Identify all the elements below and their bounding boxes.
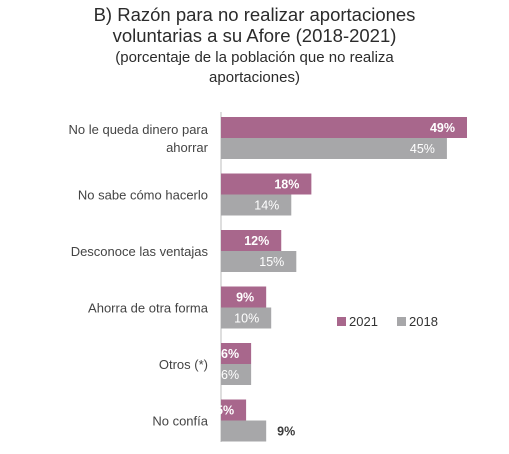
chart-title-line-1: B) Razón para no realizar aportaciones [93,4,416,25]
category-label: Ahorra de otra forma [88,301,209,316]
value-label-2021: 18% [274,178,299,192]
chart-subtitle-line-1: (porcentaje de la población que no reali… [115,49,394,66]
bar-2021 [221,117,467,138]
legend-label-2018: 2018 [409,314,438,329]
bar-2018 [221,420,267,442]
category-label-line: No sabe cómo hacerlo [78,188,208,203]
bar-2021 [221,230,282,251]
legend-label-2021: 2021 [349,314,378,329]
bar-2021 [221,399,247,421]
chart-title-line-2: voluntarias a su Afore (2018-2021) [112,25,397,46]
value-label-2018: 14% [254,199,279,213]
bar-2018 [221,364,252,385]
bar-2018 [221,138,447,159]
category-label-line: No le queda dinero para [69,122,209,137]
value-label-2018: 9% [277,425,295,439]
category-label-line: Otros (*) [159,357,208,372]
category-label-line: No confía [152,414,208,429]
chart-subtitle-line-2: aportaciones) [209,69,300,86]
value-label-2018: 15% [259,255,284,269]
category-label-line: Ahorra de otra forma [88,301,209,316]
category-label: Otros (*) [159,357,208,372]
category-label-line: Desconoce las ventajas [71,244,209,259]
legend-swatch-2018 [397,317,406,326]
value-label-2018: 45% [410,142,435,156]
value-label-2021: 12% [244,234,269,248]
value-label-2021: 5% [216,404,234,418]
bar-2021 [221,173,312,195]
category-label: Desconoce las ventajas [71,244,209,259]
category-label: No confía [152,414,208,429]
value-label-2021: 49% [430,121,455,135]
category-label: No le queda dinero para ahorrar [69,122,209,155]
legend-swatch-2021 [337,317,346,326]
bar-2018 [221,307,272,329]
category-label: No sabe cómo hacerlo [78,188,208,203]
value-label-2021: 6% [221,347,239,361]
title-block: B) Razón para no realizar aportaciones v… [0,4,509,88]
bar-2021 [221,286,267,308]
bar-2021 [221,343,252,364]
category-label-line: ahorrar [166,140,209,155]
value-label-2021: 9% [236,291,254,305]
bar-2018 [221,251,297,272]
value-label-2018: 6% [221,368,239,382]
value-label-2018: 10% [234,312,259,326]
bar-2018 [221,194,292,216]
